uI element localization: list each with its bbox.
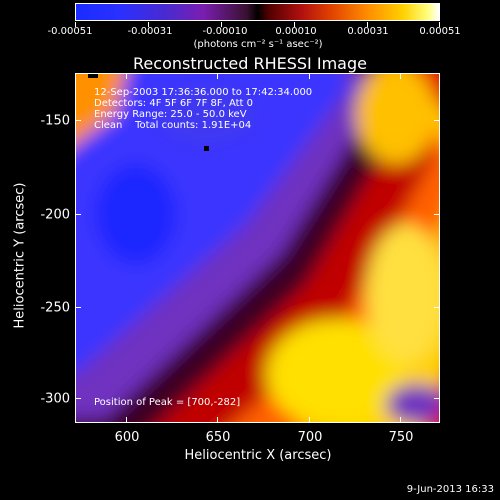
colorbar-tick-label: 0.00051 xyxy=(419,26,461,37)
y-tick xyxy=(434,398,440,399)
x-axis-title: Heliocentric X (arcsec) xyxy=(184,448,332,463)
y-tick xyxy=(434,307,440,308)
x-tick xyxy=(309,73,310,79)
colorbar xyxy=(75,3,440,21)
info-line-2: Detectors: 4F 5F 6F 7F 8F, Att 0 xyxy=(94,98,254,109)
x-tick-label: 600 xyxy=(114,430,140,445)
x-tick xyxy=(217,417,218,423)
colorbar-tick-label: -0.00010 xyxy=(202,26,248,37)
rhessi-heatmap xyxy=(76,74,439,422)
x-tick xyxy=(126,73,127,79)
y-tick xyxy=(75,214,81,215)
info-line-1: 12-Sep-2003 17:36:36.000 to 17:42:34.000 xyxy=(94,87,313,98)
y-tick xyxy=(434,120,440,121)
colorbar-tick xyxy=(367,22,368,27)
y-tick xyxy=(75,120,81,121)
timestamp: 9-Jun-2013 16:33 xyxy=(406,484,494,495)
x-tick xyxy=(400,417,401,423)
colorbar-tick xyxy=(75,22,76,27)
y-tick xyxy=(75,307,81,308)
colorbar-tick xyxy=(294,22,295,27)
colorbar-unit: (photons cm⁻² s⁻¹ asec⁻²) xyxy=(193,39,323,50)
peak-marker xyxy=(204,146,209,151)
colorbar-tick xyxy=(148,22,149,27)
y-tick-label: -150 xyxy=(40,113,70,129)
colorbar-tick-label: 0.00010 xyxy=(275,26,317,37)
info-line-3: Energy Range: 25.0 - 50.0 keV xyxy=(94,109,247,120)
colorbar-tick-label: -0.00051 xyxy=(47,26,93,37)
y-axis-title: Heliocentric Y (arcsec) xyxy=(12,182,28,329)
colorbar-tick xyxy=(439,22,440,27)
x-tick xyxy=(309,417,310,423)
y-tick-label: -300 xyxy=(40,391,70,407)
info-line-4: Clean Total counts: 1.91E+04 xyxy=(94,120,252,131)
y-tick xyxy=(434,214,440,215)
colorbar-tick-label: -0.00031 xyxy=(127,26,173,37)
x-tick xyxy=(400,73,401,79)
y-tick-label: -250 xyxy=(40,300,70,316)
colorbar-tick xyxy=(221,22,222,27)
colorbar-tick-label: 0.00031 xyxy=(347,26,389,37)
peak-position: Position of Peak = [700,-282] xyxy=(94,397,241,408)
x-tick-label: 750 xyxy=(388,430,414,445)
x-tick-label: 700 xyxy=(297,430,323,445)
y-tick-label: -200 xyxy=(40,207,70,223)
y-tick xyxy=(75,398,81,399)
image-title: Reconstructed RHESSI Image xyxy=(133,54,367,73)
rhessi-image xyxy=(75,73,440,423)
x-tick-label: 650 xyxy=(205,430,231,445)
x-tick xyxy=(217,73,218,79)
x-tick xyxy=(126,417,127,423)
